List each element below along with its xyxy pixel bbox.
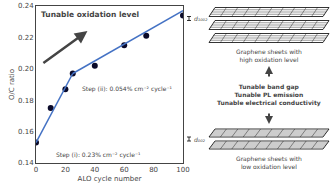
svg-text:40: 40 <box>90 166 99 174</box>
svg-text:0.20: 0.20 <box>18 65 34 73</box>
svg-text:Tunable oxidation level: Tunable oxidation level <box>41 10 139 19</box>
svg-text:ALO cycle number: ALO cycle number <box>78 175 142 183</box>
svg-text:20: 20 <box>61 166 70 174</box>
svg-text:0.18: 0.18 <box>18 97 34 105</box>
svg-text:0.14: 0.14 <box>18 159 34 167</box>
svg-text:Step (ii): 0.054% cm⁻² cycle⁻¹: Step (ii): 0.054% cm⁻² cycle⁻¹ <box>82 85 173 93</box>
svg-text:0.22: 0.22 <box>18 34 34 42</box>
svg-text:Step (i): 0.23% cm⁻² cycle⁻¹: Step (i): 0.23% cm⁻² cycle⁻¹ <box>56 151 141 159</box>
svg-text:60: 60 <box>120 166 129 174</box>
svg-text:Graphene sheets withlow oxidat: Graphene sheets withlow oxidation level <box>236 155 302 170</box>
svg-text:0.24: 0.24 <box>18 2 34 10</box>
svg-text:0: 0 <box>34 166 38 174</box>
svg-text:100: 100 <box>176 166 189 174</box>
svg-text:Tunable band gapTunable PL emi: Tunable band gapTunable PL emissionTunab… <box>217 83 321 107</box>
svg-text:d₁₀₀₂: d₁₀₀₂ <box>194 15 208 22</box>
svg-text:0.16: 0.16 <box>18 128 34 136</box>
svg-text:80: 80 <box>149 166 158 174</box>
svg-text:O/C ratio: O/C ratio <box>8 69 16 100</box>
svg-text:Graphene sheets withhigh oxida: Graphene sheets withhigh oxidation level <box>236 48 302 64</box>
svg-text:d₀₀₂: d₀₀₂ <box>194 136 206 143</box>
